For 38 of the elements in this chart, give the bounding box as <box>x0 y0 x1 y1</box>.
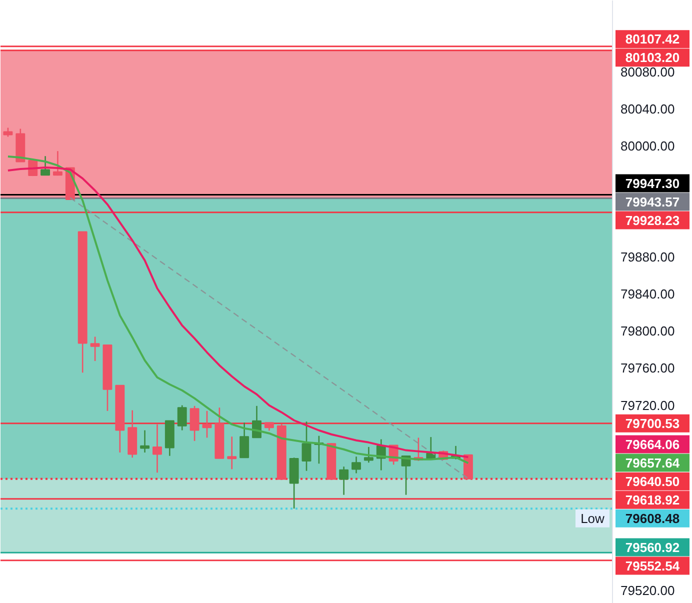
annotation: Low <box>580 510 606 526</box>
candlestick <box>140 430 150 454</box>
y-tick-label: 79760.00 <box>620 360 675 376</box>
y-tick-label: 79520.00 <box>620 583 675 598</box>
ref-line-label: 79552.54 <box>625 558 680 574</box>
line-series <box>70 197 469 480</box>
ref-line-label: 79640.50 <box>625 474 680 489</box>
y-tick-label: 80000.00 <box>620 138 675 154</box>
text: 79657.64 <box>625 455 680 470</box>
candlestick <box>90 336 100 362</box>
candlestick <box>352 456 361 474</box>
text: 79664.06 <box>625 436 680 452</box>
y-tick-label: 79880.00 <box>620 250 675 265</box>
ref-line-label: 79608.48 <box>625 510 680 526</box>
ref-line-label: 79700.53 <box>625 416 680 431</box>
y-tick-label: 80040.00 <box>620 101 675 116</box>
candlestick <box>240 422 250 458</box>
candlestick <box>40 155 50 176</box>
candlestick <box>177 404 187 431</box>
ref-line-label: 79560.92 <box>625 540 680 555</box>
candlestick <box>339 466 349 496</box>
y-tick-label: 79720.00 <box>620 398 675 413</box>
candlestick <box>364 446 374 464</box>
candlestick <box>202 410 212 438</box>
ref-line-label: 80103.20 <box>625 50 680 66</box>
candlestick <box>190 405 200 442</box>
candlestick <box>227 436 237 470</box>
ref-line-label: 79947.30 <box>625 176 680 191</box>
candlestick <box>52 150 62 176</box>
ref-line-label: 79928.23 <box>625 212 680 228</box>
ref-line-label: 79943.57 <box>625 194 680 210</box>
y-tick-label: 79840.00 <box>620 286 675 302</box>
ref-line-label: 80107.42 <box>625 32 680 47</box>
y-tick-label: 80080.00 <box>620 64 675 80</box>
ref-line-label: 79618.92 <box>625 492 680 508</box>
y-tick-label: 79800.00 <box>620 324 675 339</box>
candlestick <box>302 420 312 472</box>
candlestick <box>152 424 162 474</box>
